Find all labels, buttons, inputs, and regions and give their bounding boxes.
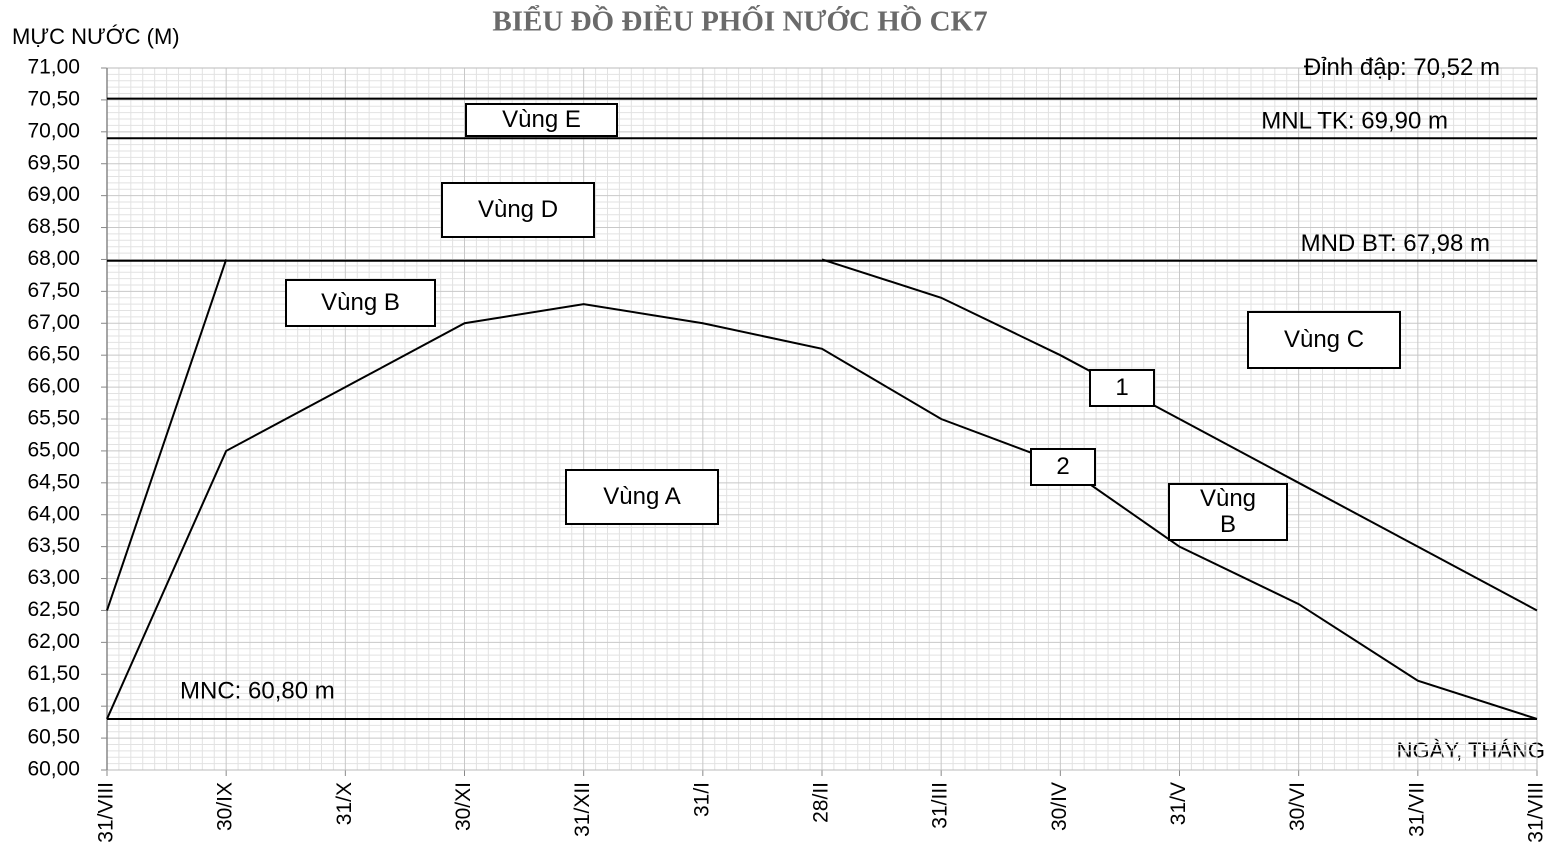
y-tick-label: 61,50 xyxy=(27,662,80,685)
reference-label: MNL TK: 69,90 m xyxy=(1261,108,1448,135)
y-tick-label: 70,50 xyxy=(27,87,80,110)
zone-label: Vùng E xyxy=(465,103,618,137)
reference-label: Đỉnh đập: 70,52 m xyxy=(1304,54,1500,81)
y-tick-label: 68,50 xyxy=(27,215,80,238)
y-tick-label: 61,00 xyxy=(27,694,80,717)
x-tick-label: 31/V xyxy=(1167,782,1190,825)
x-axis-label: NGÀY, THÁNG xyxy=(1397,738,1545,763)
reference-label: MND BT: 67,98 m xyxy=(1301,230,1490,257)
y-tick-label: 70,00 xyxy=(27,119,80,142)
y-axis-label: MỰC NƯỚC (M) xyxy=(12,24,180,49)
y-tick-label: 62,00 xyxy=(27,630,80,653)
zone-label: Vùng A xyxy=(565,469,719,525)
y-tick-label: 69,00 xyxy=(27,183,80,206)
x-tick-label: 31/III xyxy=(929,782,952,829)
zone-label: 1 xyxy=(1089,369,1155,407)
y-tick-label: 67,50 xyxy=(27,279,80,302)
series-line xyxy=(821,258,1538,612)
y-tick-label: 63,00 xyxy=(27,566,80,589)
x-tick-label: 31/XII xyxy=(571,782,594,837)
y-tick-label: 63,50 xyxy=(27,534,80,557)
x-tick-label: 31/VIII xyxy=(95,782,118,843)
x-tick-label: 30/IV xyxy=(1048,782,1071,831)
y-tick-label: 65,50 xyxy=(27,407,80,430)
y-tick-label: 60,50 xyxy=(27,726,80,749)
y-tick-label: 66,50 xyxy=(27,343,80,366)
x-tick-label: 28/II xyxy=(810,782,833,823)
x-tick-label: 31/X xyxy=(333,782,356,825)
x-tick-label: 31/VIII xyxy=(1525,782,1548,843)
y-tick-label: 67,00 xyxy=(27,311,80,334)
zone-label: Vùng D xyxy=(441,182,595,238)
x-tick-label: 31/VII xyxy=(1405,782,1428,837)
zone-label: Vùng C xyxy=(1247,311,1401,369)
y-tick-label: 66,00 xyxy=(27,375,80,398)
y-tick-label: 62,50 xyxy=(27,598,80,621)
zone-label: 2 xyxy=(1030,448,1096,486)
x-tick-label: 30/VI xyxy=(1286,782,1309,831)
y-tick-label: 60,00 xyxy=(27,758,80,781)
zone-label: Vùng B xyxy=(285,279,436,327)
reference-label: MNC: 60,80 m xyxy=(180,677,335,704)
y-tick-label: 65,00 xyxy=(27,438,80,461)
y-tick-label: 68,00 xyxy=(27,247,80,270)
x-tick-label: 30/IX xyxy=(214,782,237,831)
y-tick-label: 64,00 xyxy=(27,502,80,525)
x-tick-label: 31/I xyxy=(690,782,713,817)
series-line xyxy=(106,303,1538,720)
y-tick-label: 69,50 xyxy=(27,151,80,174)
series-line xyxy=(106,259,228,611)
chart-title: BIỂU ĐỒ ĐIỀU PHỐI NƯỚC HỒ CK7 xyxy=(492,4,987,38)
y-tick-label: 64,50 xyxy=(27,470,80,493)
y-tick-label: 71,00 xyxy=(27,56,80,79)
x-tick-label: 30/XI xyxy=(452,782,475,831)
zone-label: Vùng B xyxy=(1168,483,1288,541)
